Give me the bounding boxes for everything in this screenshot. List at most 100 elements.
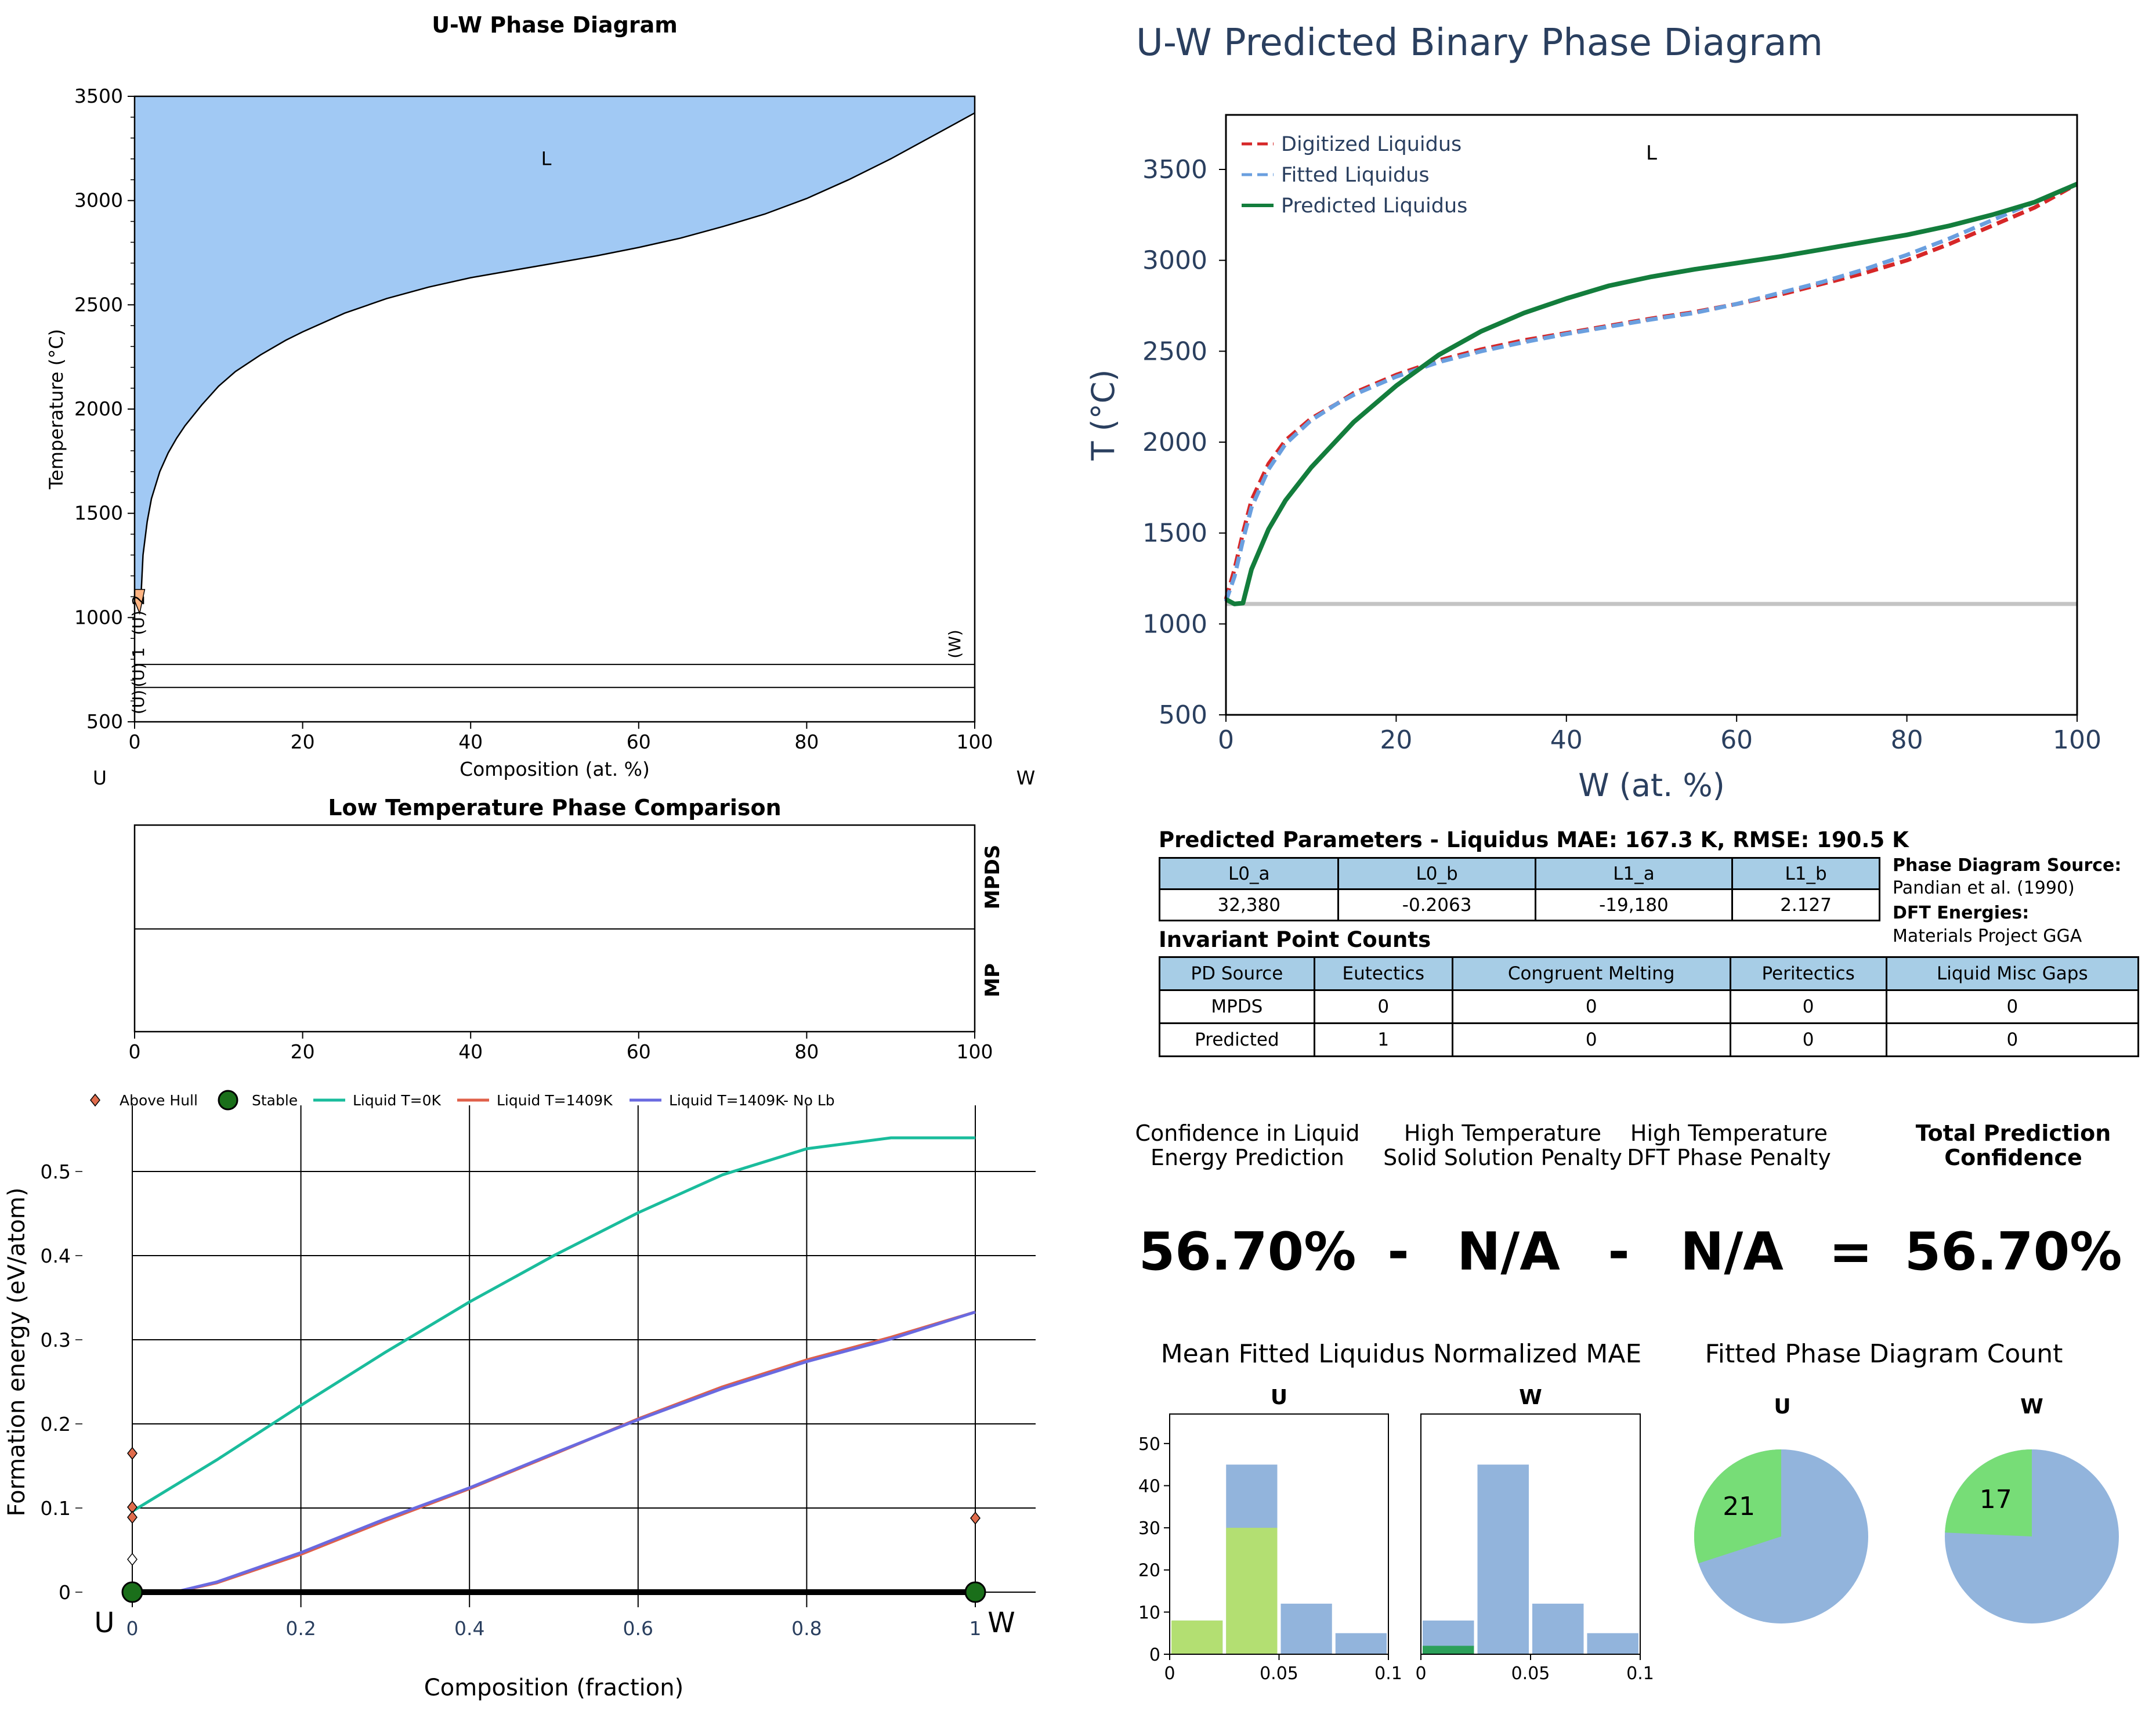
x-tick-label: 60 <box>627 731 651 753</box>
x-tick-label: 0 <box>1218 725 1234 755</box>
x-axis-label: Composition (fraction) <box>424 1675 683 1701</box>
invariants-header: Peritectics <box>1729 956 1887 991</box>
y-tick-label: 2500 <box>1142 337 1207 366</box>
x-tick-label: 20 <box>291 731 315 753</box>
hist-bar <box>1280 1603 1332 1654</box>
y-tick-label: 500 <box>1159 700 1207 730</box>
invariants-cell: 1 <box>1313 1022 1453 1057</box>
hist-bar <box>1335 1633 1387 1654</box>
legend-label: Stable <box>252 1092 298 1109</box>
x-tick-label: 20 <box>291 1040 315 1063</box>
y-tick-label: 0 <box>59 1581 71 1604</box>
x-tick-label: 100 <box>2053 725 2101 755</box>
liquid-region <box>135 96 975 590</box>
x-tick-label: 60 <box>627 1040 651 1063</box>
conf-header-3: High Temperature DFT Phase Penalty <box>1627 1120 1831 1170</box>
params-value: -19,180 <box>1534 888 1734 921</box>
invariants-header: PD Source <box>1159 956 1315 991</box>
params-value: 32,380 <box>1158 888 1340 921</box>
legend-marker <box>90 1093 100 1107</box>
y-tick-label: 0 <box>1149 1645 1160 1665</box>
conf-value-2: N/A <box>1457 1221 1560 1282</box>
y-tick-label: 0.3 <box>41 1329 71 1351</box>
invariants-title: Invariant Point Counts <box>1159 927 1431 952</box>
conf-op-1: - <box>1387 1221 1409 1282</box>
conf-header-4: Total Prediction Confidence <box>1915 1120 2111 1170</box>
series-line <box>131 1136 975 1513</box>
x-tick-label: 100 <box>957 731 993 753</box>
conf-op-3: = <box>1829 1221 1873 1282</box>
x-tick-label: 1 <box>970 1617 982 1640</box>
params-header: L0_a <box>1158 857 1340 890</box>
chart-title: Fitted Phase Diagram Count <box>1705 1339 2063 1369</box>
legend-label: Fitted Liquidus <box>1281 164 1430 187</box>
invariants-header: Eutectics <box>1313 956 1453 991</box>
invariants-cell: 0 <box>1729 989 1887 1024</box>
y-tick-label: 2500 <box>74 293 123 316</box>
hist-bar-highlight <box>1171 1620 1223 1654</box>
legend-label: Digitized Liquidus <box>1281 133 1462 156</box>
phase-label: (W) <box>945 630 964 659</box>
x-tick-label: 0 <box>1415 1664 1426 1684</box>
y-tick-label: 3000 <box>1142 246 1207 276</box>
legend-label: Liquid T=1409K- No Lb <box>669 1092 835 1109</box>
y-tick-label: 1000 <box>1142 609 1207 639</box>
y-tick-label: 1500 <box>74 502 123 525</box>
y-tick-label: 0.1 <box>41 1497 71 1520</box>
conf-header-1: Confidence in Liquid Energy Prediction <box>1135 1120 1360 1170</box>
invariants-cell: 0 <box>1885 1022 2140 1057</box>
panel-title: W <box>2020 1395 2043 1419</box>
legend-label: Liquid T=1409K <box>497 1092 613 1109</box>
pd-source-value: Pandian et al. (1990) <box>1893 878 2075 898</box>
y-tick-label: 0.5 <box>41 1160 71 1183</box>
x-axis-label: Composition (at. %) <box>460 758 650 780</box>
above-hull-point <box>127 1510 138 1524</box>
params-header: L0_b <box>1337 857 1536 890</box>
element-label-right: W <box>987 1607 1015 1639</box>
hist-bar <box>1587 1633 1638 1654</box>
element-label-left: U <box>94 1607 114 1639</box>
y-tick-label: 10 <box>1138 1603 1160 1623</box>
params-value: -0.2063 <box>1337 888 1536 921</box>
pd-source-label: Phase Diagram Source: <box>1893 855 2122 876</box>
y-axis-label: Formation energy (eV/atom) <box>3 1188 30 1517</box>
x-tick-label: 0.8 <box>791 1617 822 1640</box>
x-axis-label: W (at. %) <box>1578 767 1725 804</box>
params-header: L1_a <box>1534 857 1734 890</box>
row-label: MP <box>981 963 1004 997</box>
y-tick-label: 0.2 <box>41 1413 71 1435</box>
conf-header-2: High Temperature Solid Solution Penalty <box>1383 1120 1622 1170</box>
invariants-header: Congruent Melting <box>1451 956 1731 991</box>
plot-frame <box>1420 1413 1641 1655</box>
x-tick-label: 0.6 <box>623 1617 653 1640</box>
chart-title: Low Temperature Phase Comparison <box>328 795 781 820</box>
above-hull-point <box>970 1511 981 1525</box>
invariants-cell: 0 <box>1451 989 1731 1024</box>
series-line <box>174 1310 976 1594</box>
y-tick-label: 40 <box>1138 1476 1160 1496</box>
invariants-cell: Predicted <box>1159 1022 1315 1057</box>
legend-label: Predicted Liquidus <box>1281 194 1467 218</box>
series-line <box>1224 182 2078 600</box>
chart-title: U-W Predicted Binary Phase Diagram <box>1136 21 1823 64</box>
x-tick-label: 80 <box>794 731 819 753</box>
y-tick-label: 50 <box>1138 1434 1160 1455</box>
plot-frame <box>1225 114 2078 716</box>
series-line <box>174 1310 976 1594</box>
hist-bar-highlight <box>1423 1646 1474 1654</box>
x-tick-label: 60 <box>1720 725 1753 755</box>
chart-title: U-W Phase Diagram <box>432 12 678 38</box>
y-tick-label: 20 <box>1138 1561 1160 1581</box>
params-header: L1_b <box>1731 857 1880 890</box>
x-tick-label: 0.2 <box>285 1617 316 1640</box>
x-tick-label: 0.1 <box>1374 1664 1402 1684</box>
y-tick-label: 2000 <box>1142 428 1207 457</box>
pie-slice-count <box>1694 1449 1781 1564</box>
element-label-right: W <box>1016 766 1036 789</box>
chart-title: Mean Fitted Liquidus Normalized MAE <box>1161 1339 1642 1369</box>
conf-op-2: - <box>1608 1221 1630 1282</box>
pie-slice-count <box>1945 1449 2032 1536</box>
phase-label: (U) 1 <box>129 647 148 687</box>
legend-marker <box>218 1090 238 1111</box>
x-tick-label: 0.05 <box>1260 1664 1298 1684</box>
